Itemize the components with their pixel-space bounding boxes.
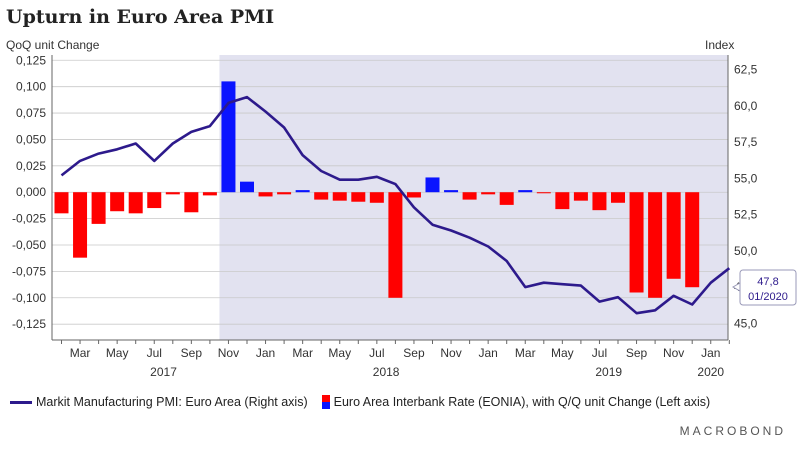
x-month-label: Sep — [626, 346, 648, 360]
left-tick-label: -0,025 — [12, 212, 46, 226]
legend-eonia-label: Euro Area Interbank Rate (EONIA), with Q… — [333, 395, 711, 409]
eonia-bar — [73, 192, 88, 258]
legend-line-swatch — [10, 400, 32, 404]
left-tick-label: -0,100 — [12, 291, 46, 305]
eonia-bar — [629, 192, 644, 293]
pmi-line — [60, 95, 731, 315]
eonia-bar — [240, 181, 254, 193]
eonia-bar — [425, 177, 440, 193]
eonia-bar — [666, 192, 681, 279]
eonia-bar — [592, 192, 607, 211]
eonia-bar — [462, 192, 477, 200]
left-tick-label: 0,075 — [16, 106, 46, 120]
x-month-label: Mar — [70, 346, 91, 360]
eonia-bar — [147, 192, 162, 209]
last-value-label: 47,8 — [757, 276, 778, 288]
right-axis-label: Index — [705, 38, 735, 52]
left-tick-label: -0,075 — [12, 264, 46, 278]
right-tick-label: 50,0 — [734, 244, 758, 258]
eonia-bar — [351, 192, 366, 202]
x-month-label: Jan — [478, 346, 497, 360]
eonia-bar — [314, 192, 329, 200]
eonia-bar — [573, 192, 588, 201]
last-date-label: 01/2020 — [748, 291, 788, 303]
left-tick-label: -0,050 — [12, 238, 46, 252]
eonia-bar — [444, 190, 459, 193]
x-year-label: 2020 — [697, 365, 724, 379]
legend-bar-swatch — [321, 395, 330, 409]
eonia-bar — [685, 192, 700, 288]
left-tick-label: 0,050 — [16, 132, 46, 146]
x-month-label: Nov — [218, 346, 239, 360]
x-month-label: Jul — [592, 346, 607, 360]
eonia-bar — [518, 190, 533, 193]
eonia-bar — [648, 192, 663, 298]
eonia-bar — [332, 192, 347, 201]
x-month-label: May — [551, 346, 574, 360]
eonia-bar — [369, 192, 384, 203]
x-month-label: Sep — [403, 346, 425, 360]
last-value-pointer — [731, 282, 741, 292]
x-month-label: Nov — [663, 346, 684, 360]
eonia-bar — [499, 192, 514, 205]
eonia-bar — [184, 192, 199, 213]
eonia-bar — [536, 192, 551, 194]
left-tick-label: -0,125 — [12, 317, 46, 331]
left-axis-label: QoQ unit Change — [6, 38, 100, 52]
x-month-label: May — [328, 346, 351, 360]
right-tick-label: 62,5 — [734, 63, 758, 77]
x-month-label: Jul — [147, 346, 162, 360]
eonia-bar — [611, 192, 625, 203]
legend-pmi-label: Markit Manufacturing PMI: Euro Area (Rig… — [36, 395, 308, 409]
x-month-label: Jan — [256, 346, 275, 360]
eonia-bar — [54, 192, 69, 214]
x-month-label: Nov — [440, 346, 461, 360]
eonia-bar — [91, 192, 106, 224]
right-tick-label: 57,5 — [734, 135, 758, 149]
eonia-bar — [221, 81, 236, 193]
left-tick-label: 0,100 — [16, 80, 46, 94]
left-tick-label: 0,000 — [16, 185, 46, 199]
eonia-bar — [258, 192, 273, 197]
x-month-label: May — [106, 346, 129, 360]
x-month-label: Mar — [292, 346, 313, 360]
x-month-label: Mar — [515, 346, 536, 360]
left-tick-label: 0,025 — [16, 159, 46, 173]
left-tick-label: 0,125 — [16, 53, 46, 67]
right-tick-label: 45,0 — [734, 316, 758, 330]
x-year-label: 2017 — [150, 365, 177, 379]
eonia-bar — [202, 192, 217, 196]
eonia-bar — [277, 192, 292, 195]
eonia-bar — [406, 192, 421, 198]
eonia-bar — [110, 192, 125, 212]
eonia-bar — [555, 192, 570, 210]
right-tick-label: 52,5 — [734, 208, 758, 222]
x-month-label: Sep — [181, 346, 203, 360]
brand-logo: MACROBOND — [679, 424, 786, 438]
right-tick-label: 55,0 — [734, 171, 758, 185]
eonia-bar — [388, 192, 403, 298]
eonia-bar — [481, 192, 496, 195]
eonia-bar — [295, 190, 310, 193]
chart-title: Upturn in Euro Area PMI — [6, 6, 275, 28]
legend: Markit Manufacturing PMI: Euro Area (Rig… — [10, 395, 710, 409]
x-month-label: Jul — [369, 346, 384, 360]
x-year-label: 2018 — [373, 365, 400, 379]
x-year-label: 2019 — [595, 365, 622, 379]
x-month-label: Jan — [701, 346, 720, 360]
right-tick-label: 60,0 — [734, 99, 758, 113]
eonia-bar — [128, 192, 143, 214]
eonia-bar — [165, 192, 180, 195]
